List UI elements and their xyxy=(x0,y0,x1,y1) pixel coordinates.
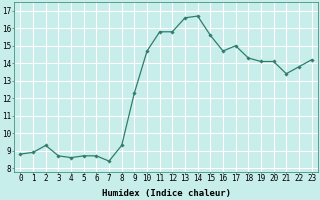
X-axis label: Humidex (Indice chaleur): Humidex (Indice chaleur) xyxy=(101,189,230,198)
